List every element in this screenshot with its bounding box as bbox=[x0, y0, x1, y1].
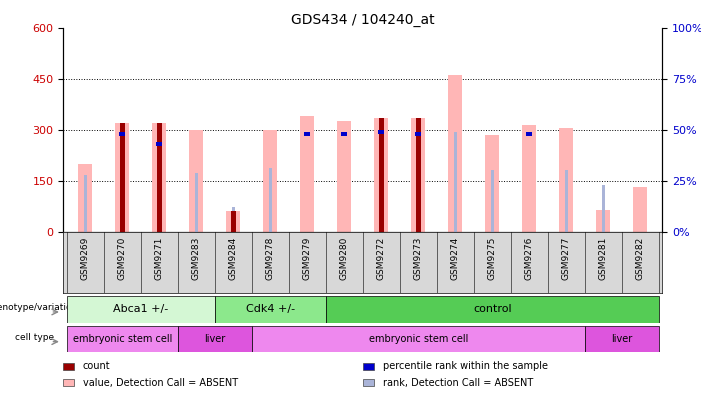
Text: cell type: cell type bbox=[15, 333, 54, 342]
Bar bbox=[326, 296, 659, 323]
Bar bbox=[67, 296, 215, 323]
Text: GSM9274: GSM9274 bbox=[451, 236, 460, 280]
Bar bbox=[156, 142, 162, 146]
Bar bbox=[585, 326, 659, 352]
Bar bbox=[115, 123, 129, 232]
Bar bbox=[178, 326, 252, 352]
Text: value, Detection Call = ABSENT: value, Detection Call = ABSENT bbox=[83, 378, 238, 388]
Text: GSM9281: GSM9281 bbox=[599, 236, 608, 280]
Bar bbox=[411, 118, 426, 232]
Bar bbox=[189, 129, 203, 232]
Bar bbox=[120, 123, 125, 232]
Text: GSM9283: GSM9283 bbox=[192, 236, 200, 280]
Bar bbox=[485, 135, 499, 232]
Bar bbox=[374, 118, 388, 232]
Bar bbox=[304, 132, 310, 136]
Bar bbox=[67, 326, 178, 352]
Text: GSM9284: GSM9284 bbox=[229, 236, 238, 280]
Text: GSM9282: GSM9282 bbox=[636, 236, 645, 280]
Text: embryonic stem cell: embryonic stem cell bbox=[369, 334, 468, 344]
Text: GSM9280: GSM9280 bbox=[340, 236, 349, 280]
Text: Abca1 +/-: Abca1 +/- bbox=[113, 304, 168, 314]
Bar bbox=[215, 296, 326, 323]
Bar bbox=[268, 168, 272, 232]
Bar bbox=[63, 379, 74, 386]
Bar bbox=[79, 164, 93, 232]
Bar bbox=[363, 363, 374, 370]
Text: GSM9269: GSM9269 bbox=[81, 236, 90, 280]
Text: rank, Detection Call = ABSENT: rank, Detection Call = ABSENT bbox=[383, 378, 533, 388]
Text: Cdk4 +/-: Cdk4 +/- bbox=[246, 304, 295, 314]
Bar bbox=[379, 118, 384, 232]
Bar bbox=[379, 129, 384, 134]
Text: GSM9272: GSM9272 bbox=[376, 236, 386, 280]
Bar bbox=[522, 125, 536, 232]
Bar bbox=[363, 379, 374, 386]
Text: GSM9271: GSM9271 bbox=[155, 236, 164, 280]
Bar bbox=[300, 116, 314, 232]
Bar bbox=[633, 187, 647, 232]
Bar bbox=[195, 173, 198, 232]
Text: GSM9275: GSM9275 bbox=[488, 236, 497, 280]
Bar bbox=[157, 123, 162, 232]
Bar bbox=[559, 128, 573, 232]
Bar bbox=[564, 170, 568, 232]
Bar bbox=[416, 132, 421, 136]
Text: control: control bbox=[473, 304, 512, 314]
Bar bbox=[231, 211, 236, 232]
Text: liver: liver bbox=[611, 334, 632, 344]
Text: percentile rank within the sample: percentile rank within the sample bbox=[383, 361, 547, 371]
Bar bbox=[416, 118, 421, 232]
Bar bbox=[526, 132, 532, 136]
Bar bbox=[454, 132, 457, 232]
Bar bbox=[264, 129, 278, 232]
Bar bbox=[601, 185, 605, 232]
Bar bbox=[491, 170, 494, 232]
Text: count: count bbox=[83, 361, 111, 371]
Text: GSM9273: GSM9273 bbox=[414, 236, 423, 280]
Text: GSM9279: GSM9279 bbox=[303, 236, 312, 280]
Bar bbox=[231, 207, 235, 232]
Bar bbox=[597, 209, 611, 232]
Bar bbox=[341, 132, 347, 136]
Text: genotype/variation: genotype/variation bbox=[0, 303, 78, 312]
Title: GDS434 / 104240_at: GDS434 / 104240_at bbox=[291, 13, 435, 27]
Text: liver: liver bbox=[204, 334, 226, 344]
Text: GSM9278: GSM9278 bbox=[266, 236, 275, 280]
Bar bbox=[63, 363, 74, 370]
Bar bbox=[448, 75, 462, 232]
Bar bbox=[119, 132, 125, 136]
Bar bbox=[252, 326, 585, 352]
Bar bbox=[226, 211, 240, 232]
Text: GSM9276: GSM9276 bbox=[525, 236, 533, 280]
Text: GSM9277: GSM9277 bbox=[562, 236, 571, 280]
Text: embryonic stem cell: embryonic stem cell bbox=[73, 334, 172, 344]
Bar bbox=[83, 175, 87, 232]
Bar bbox=[337, 121, 351, 232]
Text: GSM9270: GSM9270 bbox=[118, 236, 127, 280]
Bar bbox=[152, 123, 166, 232]
